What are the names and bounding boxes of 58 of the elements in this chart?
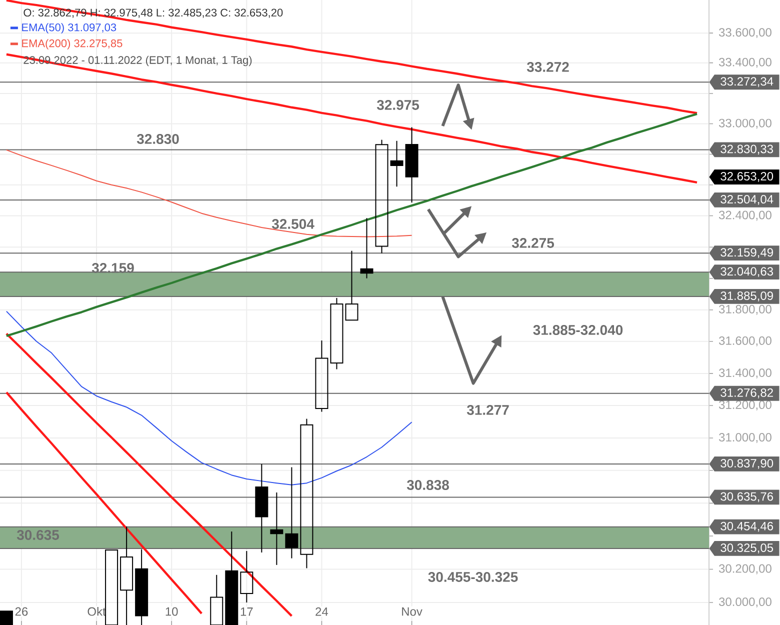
ref-line-label: 32.159,49	[720, 248, 773, 258]
y-tick-label: 30.000,00	[718, 598, 772, 608]
y-tick-label: 31.200,00	[718, 400, 772, 410]
ref-line-label: 31.276,82	[720, 388, 773, 398]
annotation: 32.275	[512, 238, 554, 248]
ref-line-label: 33.272,34	[720, 77, 774, 88]
candlestick	[360, 218, 374, 279]
y-tick-label: 33.600,00	[718, 28, 772, 38]
y-tick-label: 31.400,00	[718, 368, 772, 378]
y-tick-label: 32.400,00	[718, 210, 772, 221]
ref-line-label: 32.830,33	[720, 144, 774, 155]
ref-line-label: 32.040,63	[720, 267, 774, 278]
y-tick-label: 31.600,00	[718, 336, 772, 346]
candlestick	[390, 140, 404, 188]
ref-line-label: 31.885,09	[720, 292, 773, 302]
x-tick-label: Nov	[402, 607, 422, 616]
annotation: 31.885-32.040	[533, 325, 623, 335]
candlestick	[210, 574, 224, 625]
y-tick-label: 30.200,00	[718, 564, 772, 574]
line-series	[6, 149, 412, 238]
ref-line-label: 30.325,05	[720, 544, 774, 554]
candlestick	[405, 126, 418, 204]
y-tick-label: 31.800,00	[718, 304, 772, 315]
candlestick	[255, 464, 268, 553]
legend-label: EMA(50) 31.097,03	[22, 23, 116, 34]
candlestick	[270, 492, 284, 566]
annotation: 32.830	[136, 134, 179, 144]
candlestick	[240, 550, 254, 603]
y-tick-label: 31.000,00	[718, 433, 772, 443]
candlestick	[105, 550, 118, 625]
ref-line-label: 30.635,76	[720, 492, 774, 502]
x-tick-label: 10	[166, 607, 178, 616]
candlestick	[225, 531, 238, 625]
x-tick-label: 24	[316, 607, 328, 616]
annotation: 32.504	[272, 219, 314, 229]
annotation: 31.277	[466, 405, 509, 415]
candlestick	[345, 250, 358, 321]
annotation: 30.838	[406, 480, 449, 490]
ref-line-label: 30.454,46	[720, 522, 774, 532]
candlestick	[0, 610, 13, 625]
annotation: 32.975	[376, 100, 420, 110]
annotation: 30.455-30.325	[428, 572, 518, 582]
ref-line-label: 30.837,90	[720, 459, 774, 469]
x-tick-label: 26	[15, 607, 28, 616]
y-tick-label: 33.400,00	[718, 58, 772, 68]
candlestick	[315, 340, 328, 412]
ref-line-label: 32.504,04	[720, 195, 774, 205]
candlestick	[135, 548, 148, 625]
legend-label: EMA(200) 32.275,85	[22, 39, 122, 50]
y-tick-label: 33.000,00	[718, 118, 772, 129]
candlestick	[285, 466, 298, 559]
text: 32.653,20	[720, 172, 774, 182]
candlestick	[120, 526, 134, 625]
annotation: 33.272	[526, 62, 569, 72]
annotation: 30.635	[16, 530, 60, 540]
x-tick-label: 17	[240, 608, 253, 616]
line-series	[5, 53, 698, 184]
annotation: 32.159	[92, 263, 134, 273]
